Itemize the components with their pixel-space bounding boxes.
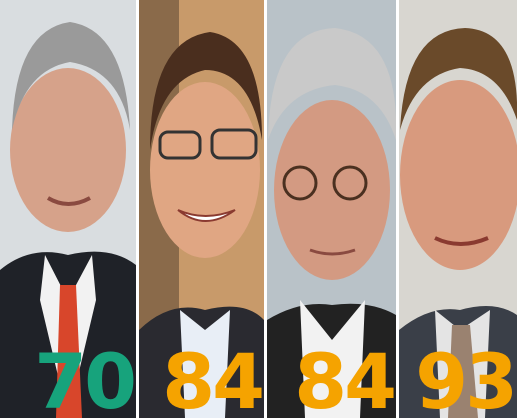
score: 84: [294, 337, 394, 418]
score: 84: [162, 337, 262, 418]
score: 93: [415, 337, 515, 418]
collage: 70 84 84 93: [0, 0, 517, 418]
score: 70: [34, 337, 134, 418]
